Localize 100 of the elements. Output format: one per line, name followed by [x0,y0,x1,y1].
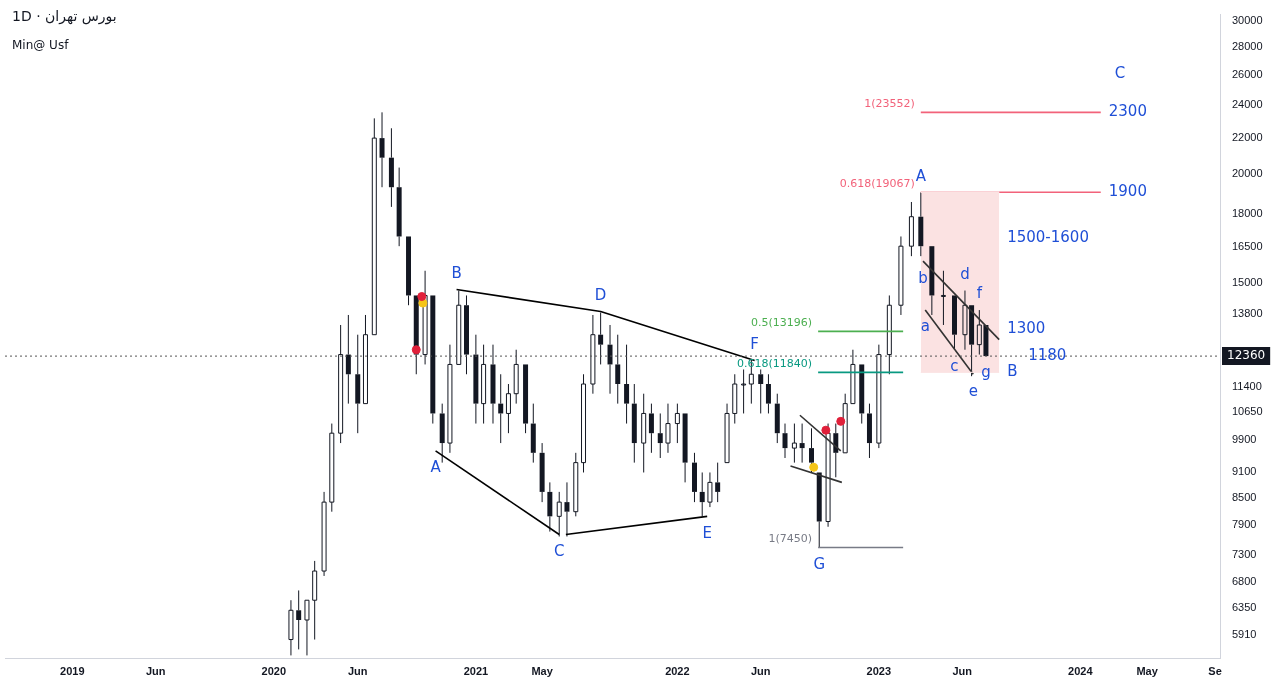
point [836,416,846,426]
candlestick [657,412,663,459]
candlestick [490,344,496,425]
candlestick [799,423,805,464]
annotation: A [915,166,927,185]
annotation: G [813,554,826,573]
annotation: F [750,334,759,353]
candlestick [296,589,302,650]
candlestick [573,452,579,517]
candlestick [590,314,596,395]
annotation: f [976,284,983,303]
y-tick-label: 22000 [1232,131,1263,144]
candlestick [624,344,630,425]
x-tick-label: 2022 [665,665,690,678]
annotation: a [920,317,930,336]
candlestick [422,270,428,365]
candlestick [355,334,361,434]
point [821,425,831,435]
candlestick [866,403,872,459]
candlestick [774,393,780,444]
annotation: E [702,523,712,542]
x-tick-label: Jun [750,665,771,678]
x-tick-label: Jun [145,665,166,678]
candlestick [699,471,705,517]
y-tick-label: 7300 [1232,548,1257,561]
candlestick [362,314,368,405]
y-tick-label: 7900 [1232,518,1257,531]
candlestick [732,373,738,425]
candlestick [321,491,327,577]
annotation: d [960,264,970,283]
annotation: g [981,363,991,382]
y-tick-label: 9100 [1232,464,1257,477]
candlestick [908,201,914,257]
candlestick [898,235,904,316]
candlestick [741,368,747,414]
candlestick [940,270,946,326]
y-tick-label: 11400 [1232,379,1262,392]
x-tick-label: Jun [347,665,368,678]
candlestick [406,236,412,306]
series-label: 0.5(13196) [751,316,813,330]
x-tick-label: May [1136,665,1159,678]
candlestick [463,294,469,375]
annotation: B [1007,362,1018,381]
annotation: B [451,263,462,282]
candlestick [505,383,511,434]
annotation: D [594,285,607,304]
candlestick [379,111,385,188]
candlestick [876,344,882,449]
y-tick-label: 6350 [1232,600,1257,613]
y-tick-label: 26000 [1232,67,1263,80]
candlestick [641,393,647,473]
candlestick [530,403,536,464]
candlestick [547,481,553,533]
candlestick [598,312,604,365]
y-tick-label: 28000 [1232,39,1263,52]
candlestick [388,127,394,208]
candlestick [498,373,504,444]
candlestick [473,334,479,425]
series-label: 1(23552) [864,97,915,111]
candlestick [581,373,587,473]
candlestick [456,290,462,365]
candlestick [724,403,730,464]
annotation: e [968,381,978,400]
point [809,462,819,472]
candlestick [850,349,856,405]
annotation: c [950,357,959,376]
annotation: b [918,268,928,287]
annotation: 1180 [1028,345,1067,364]
y-tick-label: 24000 [1232,98,1263,111]
chart-title: بورس تهران · 1D [12,8,117,24]
candlestick [329,423,335,513]
point [417,292,427,302]
candlestick [842,393,848,454]
series-label: 0.618(19067) [839,177,915,191]
candlestick [886,294,892,375]
candlestick [648,403,654,454]
point [411,345,421,355]
y-tick-label: 20000 [1232,167,1263,180]
x-tick-label: Jun [952,665,973,678]
y-tick-label: 10650 [1232,405,1263,418]
y-tick-label: 9900 [1232,433,1257,446]
candlestick [833,423,839,478]
candlestick [304,599,310,656]
x-tick-label: Se [1208,665,1222,678]
series-label: 1(7450) [768,532,813,546]
y-tick-label: 6800 [1232,575,1257,588]
candlestick [691,452,697,503]
annotation: A [430,458,442,477]
y-tick-label: 5910 [1232,628,1257,641]
candlestick [765,373,771,414]
candlestick [523,364,529,434]
candlestick [782,423,788,459]
x-tick-label: 2019 [60,665,85,678]
candlestick [707,471,713,508]
candlestick [430,295,436,425]
annotation: 1500-1600 [1007,227,1089,246]
y-tick-label: 13800 [1232,307,1263,320]
candlestick [338,324,344,444]
x-tick-label: 2024 [1068,665,1094,678]
candlestick [825,423,831,528]
